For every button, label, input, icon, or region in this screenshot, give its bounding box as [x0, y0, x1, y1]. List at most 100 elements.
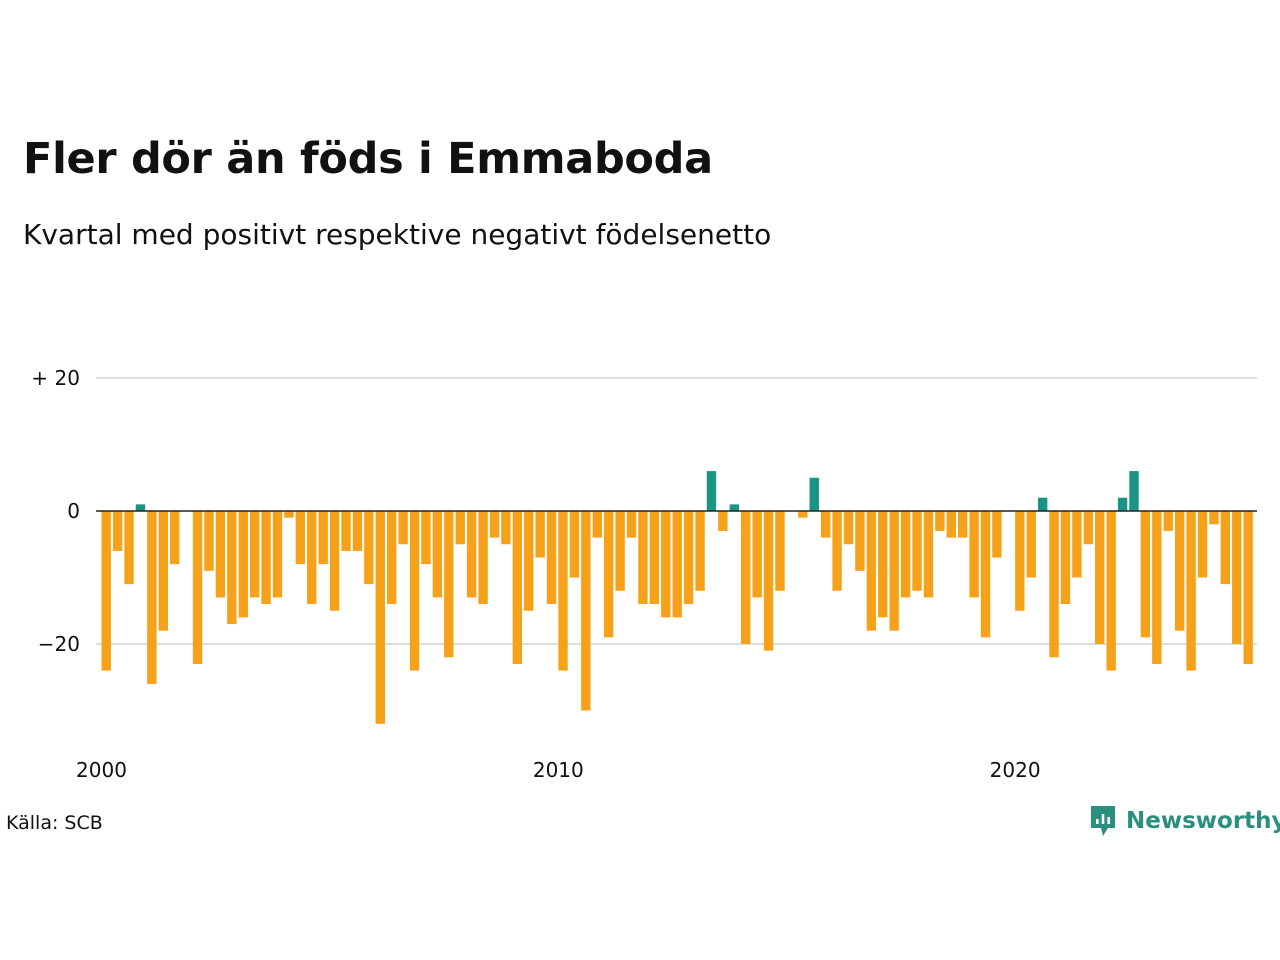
- bar: [1095, 511, 1105, 644]
- bar: [695, 511, 705, 591]
- bar: [638, 511, 648, 605]
- bar: [135, 504, 146, 511]
- bar: [980, 511, 991, 638]
- bar: [1186, 511, 1196, 671]
- bar: [820, 511, 831, 538]
- y-tick-label: 0: [67, 499, 80, 523]
- bar: [272, 511, 283, 598]
- bar: [1060, 511, 1071, 605]
- bar: [352, 511, 363, 551]
- newsworthy-logo-icon: [1091, 806, 1115, 836]
- bar: [729, 504, 739, 511]
- bar: [1026, 511, 1036, 578]
- bar: [227, 511, 237, 625]
- bar: [546, 511, 557, 605]
- bar: [489, 511, 500, 538]
- bar: [524, 511, 534, 611]
- x-axis-labels: 2000 2010 2020: [76, 758, 1041, 782]
- bar: [387, 511, 397, 605]
- bar: [615, 511, 625, 591]
- bar: [1049, 511, 1059, 658]
- bar: [409, 511, 420, 671]
- bar: [455, 511, 465, 545]
- bar: [101, 511, 111, 671]
- bar: [501, 511, 511, 545]
- brand-logo: Newsworthy: [1088, 803, 1280, 839]
- bar: [683, 511, 694, 605]
- bar: [341, 511, 351, 551]
- x-tick-label: 2020: [990, 758, 1041, 782]
- bar: [147, 511, 157, 684]
- bar: [1037, 497, 1048, 511]
- bar: [969, 511, 979, 598]
- bar: [1072, 511, 1082, 578]
- bar: [889, 511, 899, 631]
- bars: [101, 471, 1253, 724]
- bar: [958, 511, 968, 538]
- bar: [1209, 511, 1219, 525]
- bar: [843, 511, 854, 545]
- y-tick-label: −20: [38, 632, 80, 656]
- bar: [649, 511, 660, 605]
- bar: [1174, 511, 1185, 631]
- y-tick-label: + 20: [31, 366, 80, 390]
- bar: [432, 511, 443, 598]
- chart-subtitle: Kvartal med positivt respektive negativt…: [23, 218, 772, 251]
- bar: [329, 511, 340, 611]
- bar: [192, 511, 203, 664]
- bar: [1083, 511, 1094, 545]
- bar: [1220, 511, 1231, 585]
- bar: [946, 511, 956, 538]
- bar: [900, 511, 911, 598]
- bar: [215, 511, 226, 598]
- bar: [832, 511, 842, 591]
- bar: [558, 511, 568, 671]
- bar: [112, 511, 123, 551]
- bar: [261, 511, 271, 605]
- bar: [581, 511, 591, 711]
- bar: [124, 511, 134, 585]
- bar: [364, 511, 374, 585]
- x-tick-label: 2010: [533, 758, 584, 782]
- bar: [569, 511, 580, 578]
- bar: [878, 511, 888, 618]
- bar: [512, 511, 523, 664]
- x-tick-label: 2000: [76, 758, 127, 782]
- bar: [763, 511, 774, 651]
- bar: [170, 511, 180, 565]
- chart-title: Fler dör än föds i Emmaboda: [23, 134, 713, 184]
- bar: [1129, 471, 1139, 511]
- bar: [603, 511, 614, 638]
- brand-name: Newsworthy: [1126, 808, 1280, 834]
- bar: [741, 511, 751, 644]
- grid-lines: [96, 377, 1257, 645]
- bar: [1140, 511, 1151, 638]
- bar: [421, 511, 431, 565]
- bar: [1106, 511, 1116, 671]
- source-note: Källa: SCB: [6, 812, 103, 834]
- bar: [866, 511, 877, 631]
- bar: [284, 511, 294, 518]
- bar: [1117, 497, 1128, 511]
- bar: [912, 511, 922, 591]
- bar: [1163, 511, 1173, 531]
- y-axis-labels: + 20 0 −20: [31, 366, 80, 656]
- bar: [626, 511, 637, 538]
- bar: [204, 511, 214, 571]
- bar: [1015, 511, 1025, 611]
- bar: [661, 511, 671, 618]
- bar: [775, 511, 785, 591]
- bar: [935, 511, 945, 531]
- bar: [158, 511, 168, 631]
- bar: [375, 511, 385, 724]
- bar: [535, 511, 545, 558]
- bar: [466, 511, 477, 598]
- bar: [798, 511, 808, 518]
- bar: [1243, 511, 1253, 664]
- bar: [855, 511, 865, 571]
- bar: [752, 511, 762, 598]
- bar: [478, 511, 488, 605]
- bar: [923, 511, 934, 598]
- bar: [1232, 511, 1242, 644]
